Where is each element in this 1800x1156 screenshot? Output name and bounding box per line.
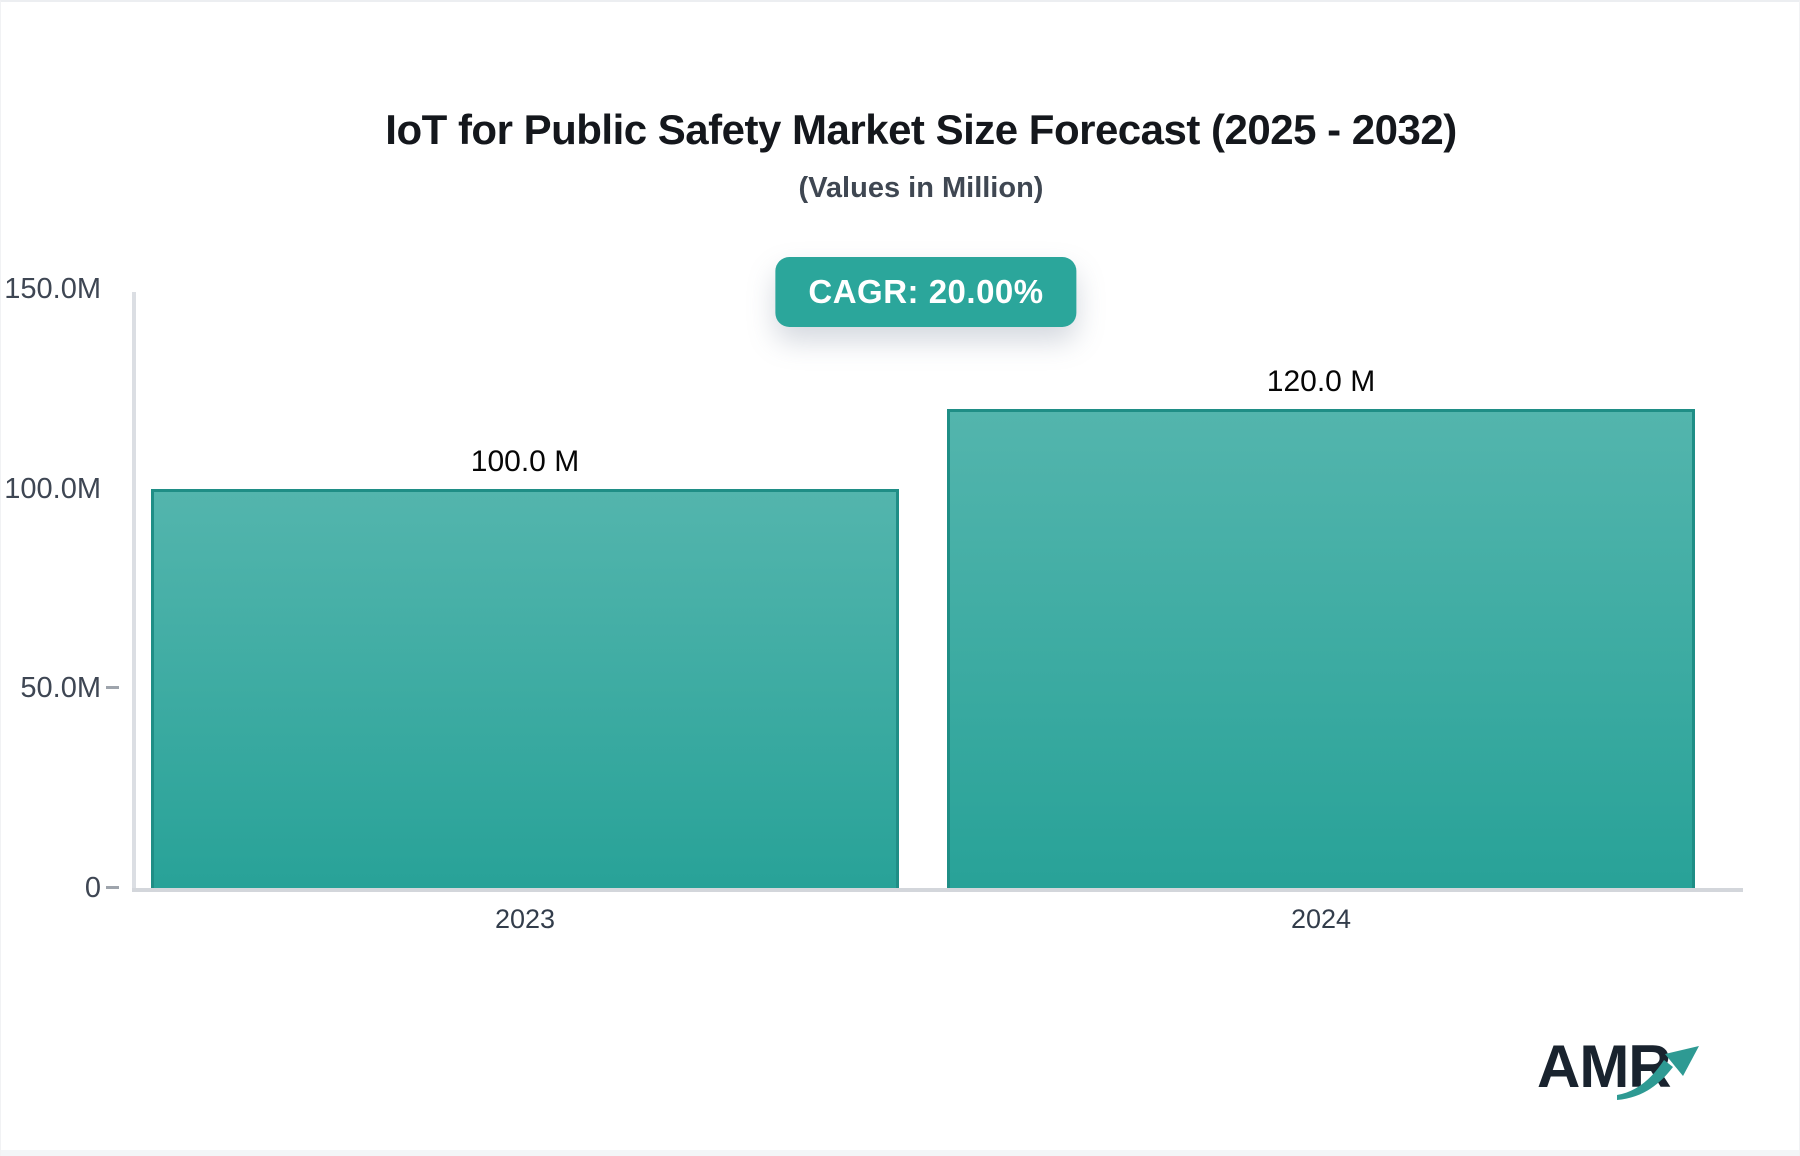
bar-value-label: 120.0 M [1266,365,1376,398]
x-axis-line [132,888,1743,892]
y-tick-label: 150.0M [4,273,101,305]
cagr-badge: CAGR: 20.00% [775,257,1077,327]
x-axis-label-2023: 2023 [494,904,556,934]
chart-subtitle: (Values in Million) [798,172,1044,205]
amr-logo: AMR [1531,1032,1731,1122]
chart-title: IoT for Public Safety Market Size Foreca… [385,106,1457,153]
bar-2024 [947,409,1695,888]
y-tick-label: 0 [84,872,101,904]
bottom-strip [1,1150,1799,1156]
y-tick-label: 100.0M [4,472,101,505]
bar-2023 [151,489,899,888]
bar-value-label: 100.0 M [470,445,580,478]
x-axis-label-2024: 2024 [1290,904,1352,934]
trend-up-arrow-icon [1617,1046,1699,1100]
y-tick-dash [106,886,119,889]
y-tick-label: 50.0M [20,672,101,705]
y-axis-line [132,292,136,890]
y-tick-dash [106,686,119,690]
chart-header: IoT for Public Safety Market Size Foreca… [41,106,1799,205]
